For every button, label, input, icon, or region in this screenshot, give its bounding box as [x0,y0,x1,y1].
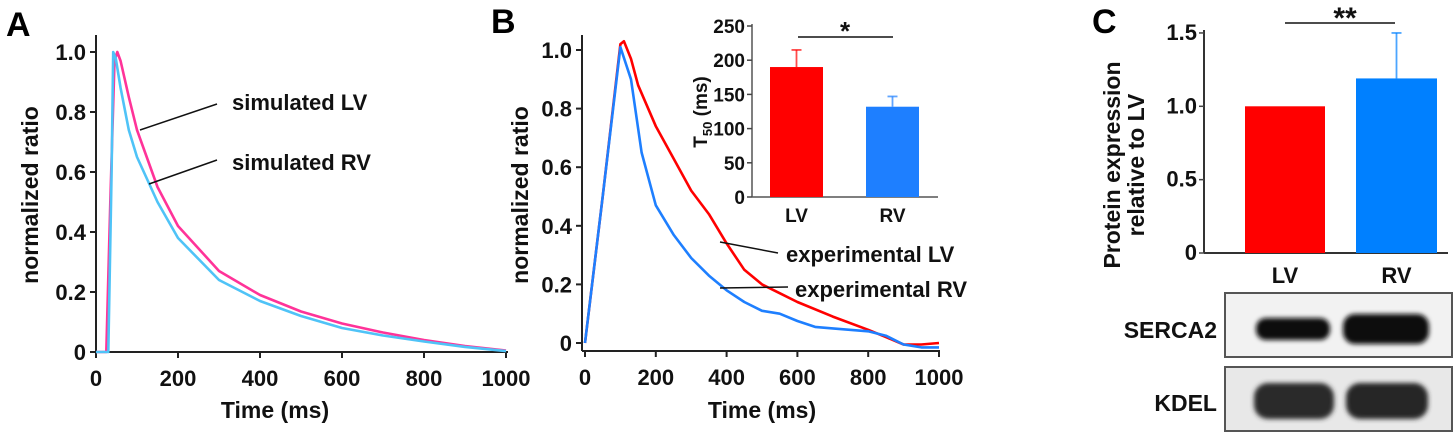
blot-band-lv [1254,383,1334,419]
x-tick-label: 800 [406,366,443,391]
panel-c-chart: 0 0.5 1.0 1.5 LV RV Protein expression relat… [1099,2,1453,432]
inset-y-axis-label: T50 (ms) [691,76,715,147]
y-tick-label: 200 [713,51,745,72]
significance-marker: ** [1333,2,1357,35]
y-tick-label: 150 [713,85,745,106]
annotation-leader-rv [719,286,789,289]
x-tick-label-lv: LV [785,206,808,227]
y-tick-label: 100 [713,120,745,141]
x-tick-label: 1000 [482,366,531,391]
blot-band-rv [1346,383,1428,419]
bar-lv [770,67,823,197]
annotation-leader-lv [719,241,779,254]
x-tick-label: 200 [637,365,674,390]
y-tick-label: 0.5 [1166,167,1197,192]
y-tick-label: 50 [724,154,745,175]
y-tick-label: 0 [734,188,745,209]
annotation-leader-lv [139,103,218,131]
x-tick-label: 1000 [915,365,964,390]
y-axis-label: normalized ratio [17,106,43,284]
y-tick-label: 0.8 [541,97,572,122]
x-axis-label: Time (ms) [221,397,329,423]
panel-letter-c: C [1092,3,1117,41]
x-tick-label: 0 [90,366,102,391]
y-tick-label: 0.4 [541,214,572,239]
significance-marker: * [840,16,851,46]
y-tick-label: 0.6 [55,160,86,185]
y-tick-label: 0.8 [55,100,86,125]
annotation-leader-rv [148,159,218,185]
y-tick-label: 0.2 [55,280,86,305]
western-blot-serca2 [1224,292,1453,358]
annotation-experimental-lv: experimental LV [786,242,955,267]
blot-band-rv [1343,314,1429,344]
ylabel-unit: (ms) [691,76,712,121]
x-tick-label: 400 [242,366,279,391]
blot-label-kdel: KDEL [1154,390,1217,416]
panel-a-chart: 0 200 400 600 800 1000 0 0.2 0.4 0.6 0.8 1.0 Time (… [17,35,530,423]
y-tick-label: 1.0 [541,38,572,63]
x-tick-label-rv: RV [1381,263,1411,288]
y-tick-label: 0.4 [55,220,86,245]
x-tick-label: 0 [579,365,591,390]
y-tick-label: 0 [74,340,86,365]
y-axis-label-line2: relative to LV [1123,93,1149,236]
bar-lv [1245,106,1325,253]
ylabel-t: T [691,136,712,148]
y-tick-label: 0 [560,331,572,356]
y-tick-label: 1.0 [55,40,86,65]
x-tick-label: 600 [324,366,361,391]
series-line-simulated-rv [96,50,507,354]
panel-letter-b: B [491,3,516,41]
y-axis-label-line1: Protein expression [1099,61,1125,268]
y-axis-label: normalized ratio [507,106,533,284]
y-tick-label: 0.2 [541,272,572,297]
y-tick-label: 250 [713,17,745,38]
western-blot-kdel [1224,366,1453,432]
x-tick-label: 800 [850,365,887,390]
x-tick-label: 400 [708,365,745,390]
y-tick-label: 1.0 [1166,93,1197,118]
x-tick-label-rv: RV [879,206,905,227]
ylabel-subscript: 50 [700,122,715,136]
x-axis-label: Time (ms) [708,397,816,423]
x-tick-label: 600 [779,365,816,390]
annotation-simulated-rv: simulated RV [232,150,371,175]
blot-label-serca2: SERCA2 [1124,317,1217,343]
y-tick-label: 0.6 [541,155,572,180]
panel-letter-a: A [6,6,31,44]
x-tick-label-lv: LV [1272,263,1299,288]
annotation-simulated-lv: simulated LV [232,90,368,115]
bar-rv [866,106,919,197]
x-tick-label: 200 [160,366,197,391]
y-tick-label: 0 [1185,240,1197,265]
bar-rv [1356,78,1437,253]
annotation-experimental-rv: experimental RV [795,277,967,302]
series-line-experimental-rv [583,45,939,349]
blot-band-lv [1256,318,1330,340]
y-tick-label: 1.5 [1166,20,1197,45]
